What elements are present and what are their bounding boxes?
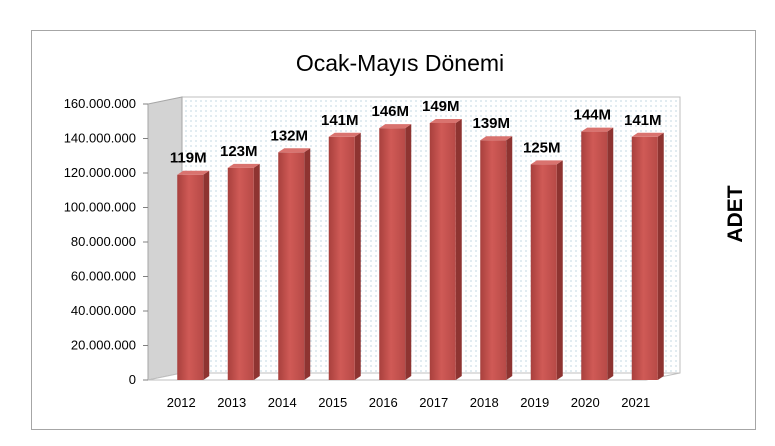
x-tick-label: 2021 — [621, 395, 650, 410]
x-tick-label: 2020 — [571, 395, 600, 410]
bar-front — [278, 152, 305, 380]
side-wall — [147, 96, 183, 381]
bar-side — [304, 148, 311, 380]
bar — [530, 160, 563, 380]
bar-side — [556, 160, 563, 380]
bar-front — [581, 131, 608, 380]
bar-front — [379, 128, 406, 380]
bar-front — [227, 167, 254, 380]
bar-front — [631, 136, 658, 380]
x-axis-ticks: 2012 2013 2014 2015 2016 2017 2018 2019 2020 2021 — [167, 395, 650, 410]
bar — [278, 148, 311, 380]
bar — [631, 132, 664, 380]
bar-top — [631, 132, 664, 137]
data-label: 146M — [371, 103, 409, 120]
y-tick-label: 0 — [129, 372, 136, 387]
bar — [429, 118, 462, 380]
y-axis-label: ADET — [724, 185, 747, 242]
bar-front — [177, 174, 204, 380]
data-label: 125M — [523, 139, 561, 156]
y-tick-label: 80.000.000 — [71, 234, 136, 249]
x-tick-label: 2012 — [167, 395, 196, 410]
y-tick-label: 160.000.000 — [64, 96, 136, 111]
bar-front — [480, 140, 507, 380]
bar-top — [278, 148, 311, 153]
bar-top — [581, 127, 614, 132]
data-label: 119M — [170, 150, 207, 167]
bar-side — [455, 118, 462, 380]
chart-title: Ocak-Mayıs Dönemi — [296, 50, 504, 76]
bar-front — [328, 136, 355, 380]
data-label: 144M — [573, 107, 611, 124]
bar-side — [354, 132, 361, 380]
x-tick-label: 2019 — [520, 395, 549, 410]
data-labels: 119M 123M 132M 141M 146M 149M 139M 125M 144M 141M — [170, 98, 662, 167]
bar-top — [429, 118, 462, 123]
bar-top — [379, 124, 412, 129]
bar-top — [177, 170, 210, 175]
bar-front — [530, 164, 557, 380]
data-label: 141M — [624, 112, 662, 129]
bar-top — [530, 160, 563, 165]
y-tick-label: 120.000.000 — [64, 165, 136, 180]
x-tick-label: 2013 — [217, 395, 246, 410]
y-tick-label: 20.000.000 — [71, 338, 136, 353]
bar-side — [657, 132, 664, 380]
x-tick-label: 2014 — [268, 395, 297, 410]
data-label: 139M — [472, 115, 510, 132]
bar-side — [607, 127, 614, 380]
bar — [328, 132, 361, 380]
y-tick-label: 40.000.000 — [71, 303, 136, 318]
y-tick-label: 100.000.000 — [64, 200, 136, 215]
bar — [581, 127, 614, 380]
data-label: 132M — [270, 127, 308, 144]
bar-side — [253, 163, 260, 380]
bar — [177, 170, 210, 380]
bar-side — [405, 124, 412, 381]
bar-top — [227, 163, 260, 168]
y-tick-label: 140.000.000 — [64, 131, 136, 146]
y-axis-ticks: 0 20.000.000 40.000.000 60.000.000 80.000.00… — [64, 96, 148, 387]
x-tick-label: 2018 — [470, 395, 499, 410]
bar — [379, 124, 412, 381]
bar-side — [203, 170, 210, 380]
bar — [227, 163, 260, 380]
y-tick-label: 60.000.000 — [71, 269, 136, 284]
bar-top — [328, 132, 361, 137]
bar-side — [506, 136, 513, 380]
bar — [480, 136, 513, 380]
data-label: 123M — [220, 143, 258, 160]
x-tick-label: 2017 — [419, 395, 448, 410]
x-tick-label: 2016 — [369, 395, 398, 410]
bars — [177, 118, 664, 381]
bar-front — [429, 122, 456, 380]
x-tick-label: 2015 — [318, 395, 347, 410]
data-label: 149M — [422, 98, 460, 115]
data-label: 141M — [321, 112, 359, 129]
bar-top — [480, 136, 513, 141]
